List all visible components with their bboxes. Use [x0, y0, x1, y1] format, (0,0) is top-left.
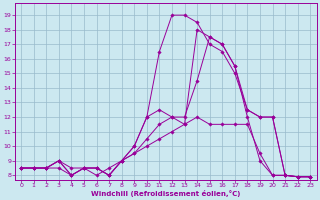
- X-axis label: Windchill (Refroidissement éolien,°C): Windchill (Refroidissement éolien,°C): [91, 190, 240, 197]
